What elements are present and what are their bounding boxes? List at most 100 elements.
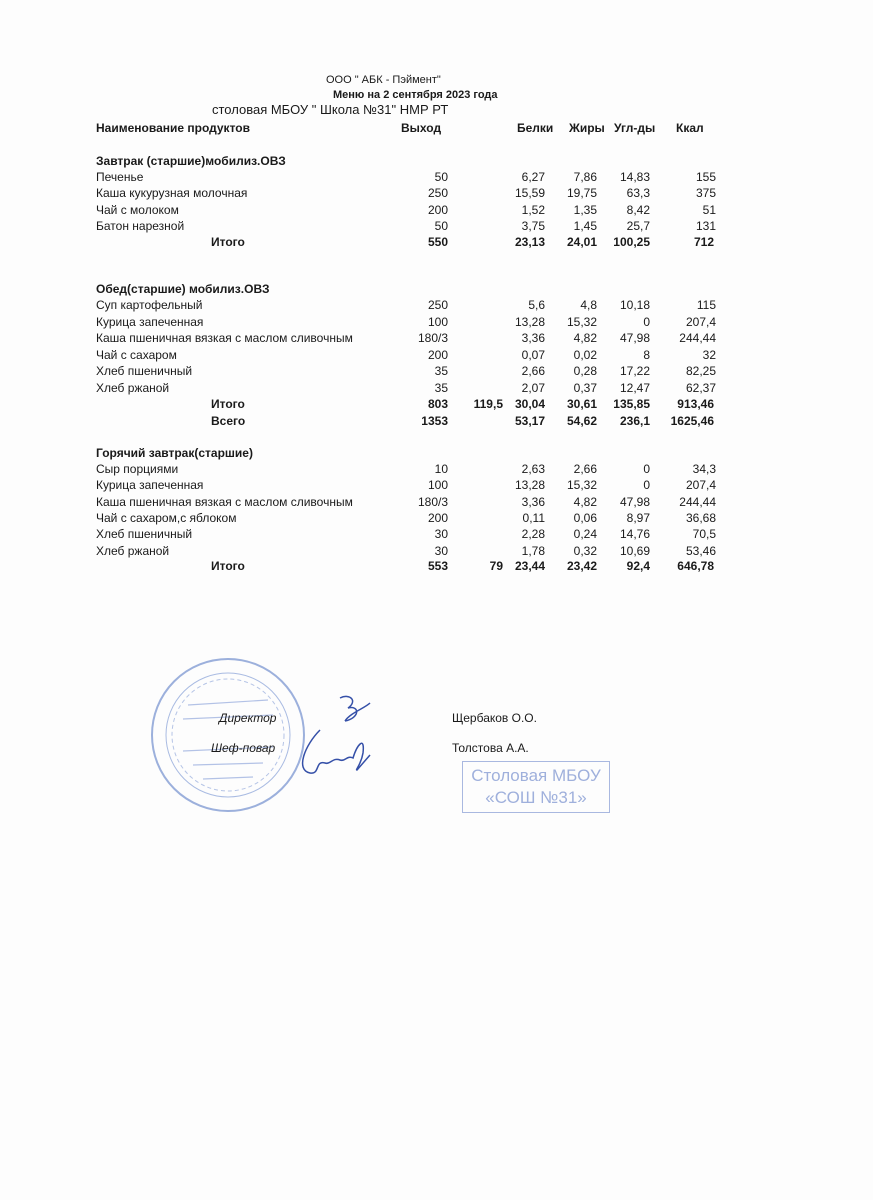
fat-cell: 23,42 <box>566 559 597 573</box>
product-name: Хлеб пшеничный <box>96 527 193 542</box>
director-label: Директор <box>219 711 277 725</box>
output-cell: 200 <box>427 347 448 362</box>
table-row: Хлеб пшеничный 35 2,66 0,28 17,22 82,25 <box>0 364 873 380</box>
product-name: Курица запеченная <box>96 314 204 329</box>
kcal-cell: 244,44 <box>679 494 716 509</box>
fat-cell: 19,75 <box>566 186 597 201</box>
product-name: Хлеб ржаной <box>96 543 170 558</box>
table-row: Каша пшеничная вязкая с маслом сливочным… <box>0 331 873 347</box>
protein-cell: 2,07 <box>521 381 545 395</box>
fat-cell: 15,32 <box>566 314 597 329</box>
carbs-cell: 25,7 <box>626 218 650 233</box>
carbs-cell: 135,85 <box>613 397 650 411</box>
carbs-cell: 92,4 <box>626 559 650 573</box>
extra-cell: 79 <box>489 559 503 573</box>
fat-cell: 1,45 <box>573 218 597 233</box>
fat-cell: 24,01 <box>566 235 597 249</box>
kcal-cell: 913,46 <box>677 397 714 411</box>
carbs-cell: 0 <box>643 478 650 493</box>
protein-cell: 15,59 <box>514 186 545 201</box>
product-name: Суп картофельный <box>96 298 203 312</box>
kcal-cell: 207,4 <box>685 314 716 329</box>
protein-cell: 5,6 <box>528 298 545 312</box>
protein-cell: 13,28 <box>514 314 545 329</box>
kcal-cell: 62,37 <box>685 381 716 395</box>
fat-cell: 30,61 <box>566 397 597 411</box>
kcal-cell: 131 <box>695 218 716 233</box>
output-cell: 553 <box>427 559 448 573</box>
col-header-carbs: Угл-ды <box>614 121 656 135</box>
kcal-cell: 53,46 <box>685 543 716 558</box>
section-title: Горячий завтрак(старшие) <box>96 446 253 460</box>
product-name: Чай с сахаром <box>96 347 177 362</box>
section-title: Завтрак (старшие)мобилиз.ОВЗ <box>96 154 286 168</box>
kcal-cell: 207,4 <box>685 478 716 493</box>
output-cell: 803 <box>427 397 448 411</box>
director-name: Щербаков О.О. <box>452 711 537 725</box>
product-name: Всего <box>211 414 246 428</box>
table-row: Курица запеченная 100 13,28 15,32 0 207,4 <box>0 315 873 331</box>
col-header-name: Наименование продуктов <box>96 121 250 135</box>
table-row: Суп картофельный 250 5,6 4,8 10,18 115 <box>0 298 873 314</box>
product-name: Каша пшеничная вязкая с маслом сливочным <box>96 494 353 509</box>
table-row: Чай с сахаром 200 0,07 0,02 8 32 <box>0 348 873 364</box>
output-cell: 180/3 <box>417 331 448 346</box>
product-name: Батон нарезной <box>96 218 185 233</box>
carbs-cell: 14,83 <box>619 170 650 184</box>
kcal-cell: 244,44 <box>679 331 716 346</box>
protein-cell: 6,27 <box>521 170 545 184</box>
protein-cell: 2,28 <box>521 527 545 542</box>
product-name: Курица запеченная <box>96 478 204 493</box>
carbs-cell: 0 <box>643 314 650 329</box>
table-row: Хлеб ржаной 30 1,78 0,32 10,69 53,46 <box>0 544 873 560</box>
product-name: Итого <box>211 397 245 411</box>
output-cell: 550 <box>427 235 448 249</box>
carbs-cell: 236,1 <box>619 414 650 428</box>
fat-cell: 1,35 <box>573 202 597 217</box>
col-header-output: Выход <box>401 121 442 135</box>
product-name: Чай с молоком <box>96 202 179 217</box>
kcal-cell: 32 <box>702 347 716 362</box>
canteen-name: столовая МБОУ " Школа №31" НМР РТ <box>212 102 449 117</box>
product-name: Хлеб ржаной <box>96 381 170 395</box>
kcal-cell: 36,68 <box>685 510 716 525</box>
product-name: Каша пшеничная вязкая с маслом сливочным <box>96 331 353 346</box>
carbs-cell: 0 <box>643 462 650 476</box>
kcal-cell: 82,25 <box>685 364 716 379</box>
carbs-cell: 8 <box>643 347 650 362</box>
kcal-cell: 51 <box>702 202 716 217</box>
output-cell: 180/3 <box>417 494 448 509</box>
protein-cell: 3,75 <box>521 218 545 233</box>
table-row: Чай с сахаром,с яблоком 200 0,11 0,06 8,97 36… <box>0 511 873 527</box>
product-name: Итого <box>211 235 245 249</box>
kcal-cell: 70,5 <box>692 527 716 542</box>
product-name: Чай с сахаром,с яблоком <box>96 510 237 525</box>
protein-cell: 13,28 <box>514 478 545 493</box>
protein-cell: 2,63 <box>521 462 545 476</box>
carbs-cell: 14,76 <box>619 527 650 542</box>
fat-cell: 7,86 <box>573 170 597 184</box>
product-name: Хлеб пшеничный <box>96 364 193 379</box>
table-row: Каша пшеничная вязкая с маслом сливочным… <box>0 495 873 511</box>
chef-label: Шеф-повар <box>211 741 276 755</box>
carbs-cell: 100,25 <box>613 235 650 249</box>
product-name: Сыр порциями <box>96 462 179 476</box>
fat-cell: 15,32 <box>566 478 597 493</box>
carbs-cell: 63,3 <box>626 186 650 201</box>
output-cell: 250 <box>427 298 448 312</box>
kcal-cell: 712 <box>693 235 714 249</box>
kcal-cell: 155 <box>695 170 716 184</box>
table-row: Чай с молоком 200 1,52 1,35 8,42 51 <box>0 203 873 219</box>
output-cell: 30 <box>434 543 448 558</box>
kcal-cell: 115 <box>696 298 716 312</box>
protein-cell: 3,36 <box>521 331 545 346</box>
total-row: Итого 553 79 23,44 23,42 92,4 646,78 <box>0 559 873 575</box>
fat-cell: 2,66 <box>573 462 597 476</box>
carbs-cell: 8,97 <box>626 510 650 525</box>
protein-cell: 1,78 <box>521 543 545 558</box>
protein-cell: 0,07 <box>521 347 545 362</box>
table-row: Печенье 50 6,27 7,86 14,83 155 <box>0 170 873 186</box>
table-row: Батон нарезной 50 3,75 1,45 25,7 131 <box>0 219 873 235</box>
stamp-line-1: Столовая МБОУ <box>471 766 601 785</box>
